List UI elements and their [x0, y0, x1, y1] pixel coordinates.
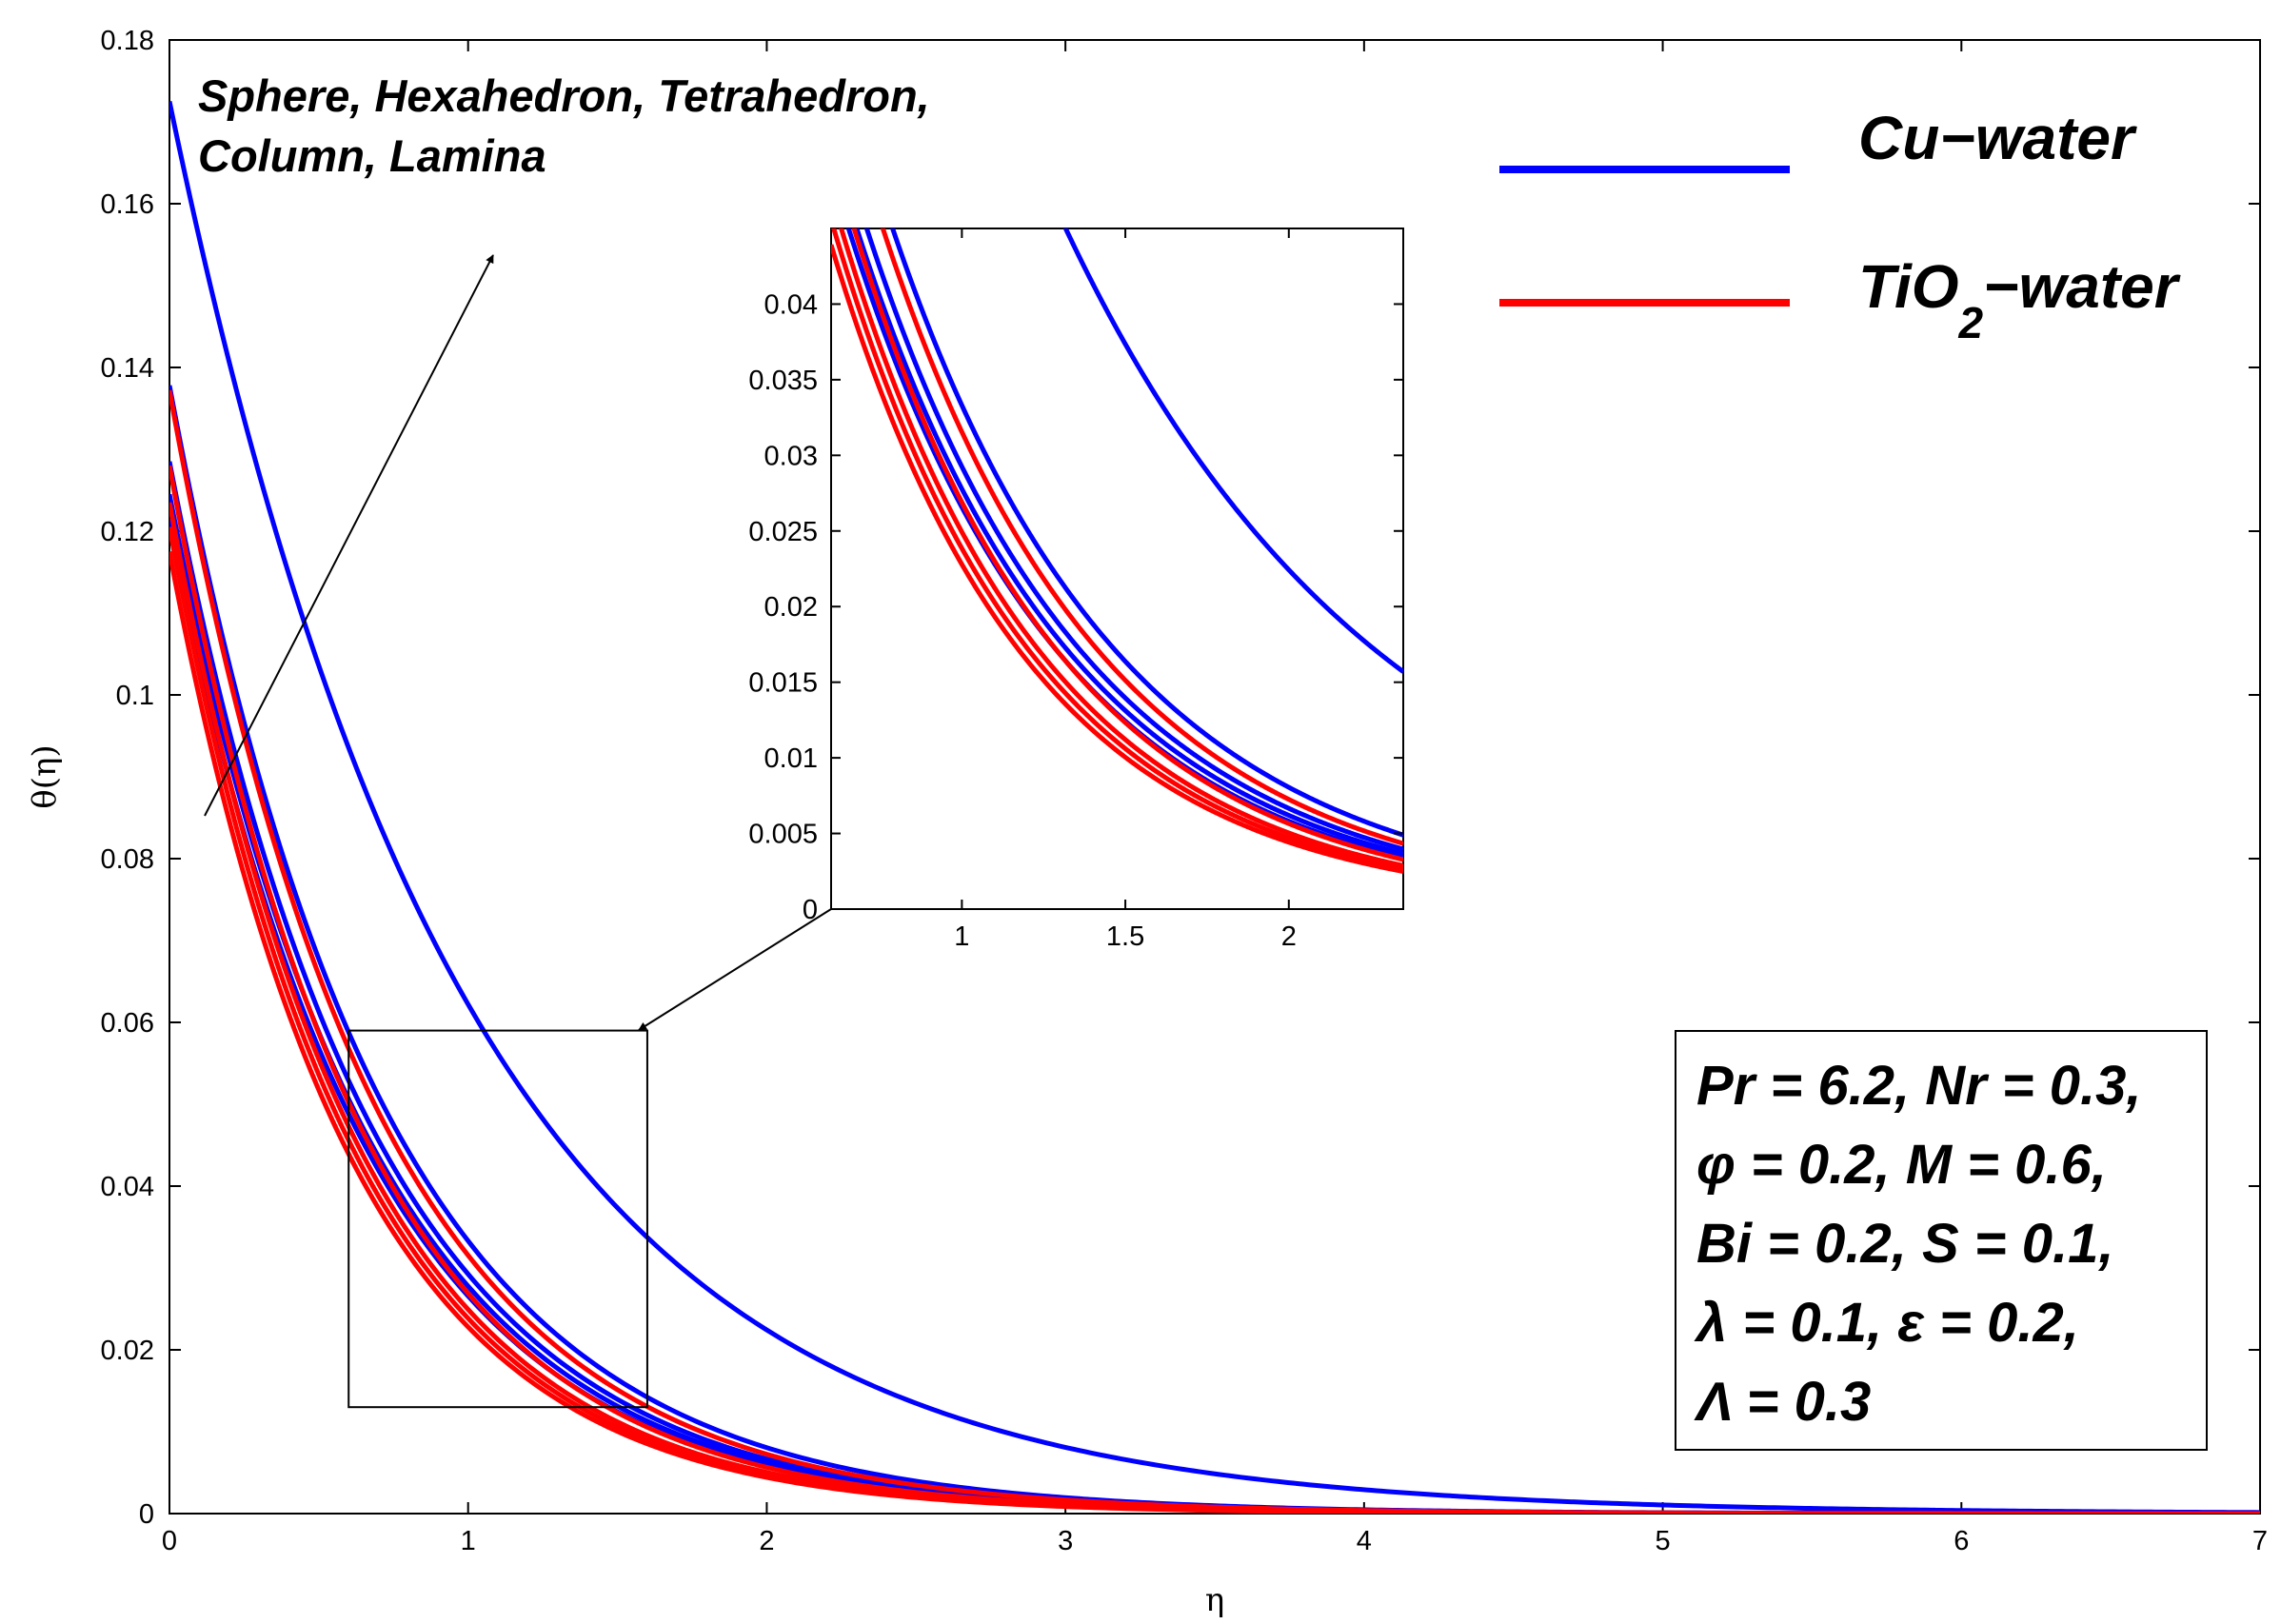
- inset-x-tick-label: 1: [954, 921, 969, 952]
- x-tick-label: 5: [1656, 1526, 1671, 1556]
- inset-series-line-9: [831, 244, 1403, 874]
- y-tick-group: 0 0.02 0.04 0.06 0.08 0.1 0.12 0.14 0.16 0.18: [101, 26, 2260, 1530]
- inset-y-tick-group: 0 0.005 0.01 0.015 0.02 0.025 0.03 0.035 0.04: [748, 289, 1403, 925]
- inset-y-tick-label: 0.035: [748, 366, 818, 396]
- trend-arrow: [204, 254, 494, 817]
- x-tick-label: 4: [1357, 1526, 1372, 1556]
- x-tick-label: 1: [461, 1526, 476, 1556]
- parameter-line-1: Pr = 6.2, Nr = 0.3,: [1696, 1055, 2142, 1117]
- inset-x-tick-label: 2: [1281, 921, 1297, 952]
- inset-series-group: [831, 228, 1403, 874]
- inset-y-tick-label: 0.015: [748, 668, 818, 699]
- inset-series-line-6: [851, 228, 1403, 862]
- inset-series-line-8: [831, 228, 1403, 871]
- series-line-9: [169, 551, 2260, 1514]
- x-tick-label: 2: [759, 1526, 774, 1556]
- inset-y-tick-label: 0: [803, 895, 818, 925]
- x-tick-label: 6: [1954, 1526, 1969, 1556]
- y-tick-label: 0.04: [101, 1172, 154, 1202]
- legend-tio2-base: TiO: [1858, 252, 1959, 321]
- inset-series-line-1: [889, 228, 1403, 838]
- trend-annotation-line-2: Column, Lamina: [198, 130, 546, 181]
- parameter-line-4: λ = 0.1, ε = 0.2,: [1694, 1292, 2079, 1354]
- inset-series-line-2: [863, 228, 1403, 852]
- x-tick-label: 3: [1058, 1526, 1073, 1556]
- series-line-0: [169, 100, 2260, 1514]
- y-axis-label: θ(η): [26, 744, 64, 808]
- x-tick-label: 7: [2252, 1526, 2268, 1556]
- parameter-line-3: Bi = 0.2, S = 0.1,: [1696, 1213, 2113, 1275]
- y-tick-label: 0.12: [101, 517, 154, 547]
- zoom-arrow: [638, 908, 832, 1031]
- legend: Cu−water TiO2−water: [1499, 104, 2181, 347]
- legend-tio2-subscript: 2: [1958, 298, 1984, 347]
- inset-x-tick-group: 1 1.5 2: [954, 228, 1297, 952]
- parameter-line-2: φ = 0.2, M = 0.6,: [1696, 1134, 2107, 1196]
- y-tick-label: 0.18: [101, 26, 154, 56]
- y-tick-label: 0.16: [101, 189, 154, 220]
- inset-y-tick-label: 0.005: [748, 820, 818, 850]
- y-tick-label: 0.06: [101, 1008, 154, 1039]
- zoom-box: [347, 1029, 648, 1409]
- trend-annotation-line-1: Sphere, Hexahedron, Tetrahedron,: [198, 70, 930, 121]
- inset-axes: 1 1.5 2 00.0050.010.0150.020.0250.030.0350…: [748, 228, 1404, 952]
- x-tick-label: 0: [162, 1526, 177, 1556]
- inset-y-tick-label: 0.01: [764, 743, 818, 774]
- inset-series-line-7: [839, 228, 1403, 868]
- inset-series-line-0: [1062, 228, 1403, 674]
- inset-series-line-5: [880, 228, 1403, 846]
- parameter-box: Pr = 6.2, Nr = 0.3, φ = 0.2, M = 0.6, Bi…: [1675, 1030, 2208, 1451]
- parameter-box-frame: [1675, 1030, 2208, 1451]
- y-tick-label: 0: [139, 1499, 154, 1530]
- inset-y-tick-label: 0.025: [748, 517, 818, 547]
- series-group: [169, 100, 2260, 1514]
- y-tick-label: 0.1: [116, 681, 154, 711]
- y-tick-label: 0.02: [101, 1336, 154, 1366]
- inset-y-tick-label: 0.02: [764, 592, 818, 623]
- y-tick-label: 0.08: [101, 844, 154, 875]
- legend-tio2-suffix: −water: [1983, 252, 2181, 321]
- inset-series-line-3: [854, 228, 1403, 857]
- inset-x-tick-label: 1.5: [1106, 921, 1144, 952]
- y-tick-label: 0.14: [101, 353, 154, 384]
- inset-y-tick-label: 0.04: [764, 289, 818, 320]
- legend-tio2-label: TiO2−water: [1858, 252, 2181, 347]
- x-axis-label: η: [1205, 1581, 1224, 1619]
- legend-cu-label: Cu−water: [1858, 104, 2137, 172]
- parameter-line-5: Λ = 0.3: [1694, 1371, 1871, 1433]
- inset-y-tick-label: 0.03: [764, 441, 818, 471]
